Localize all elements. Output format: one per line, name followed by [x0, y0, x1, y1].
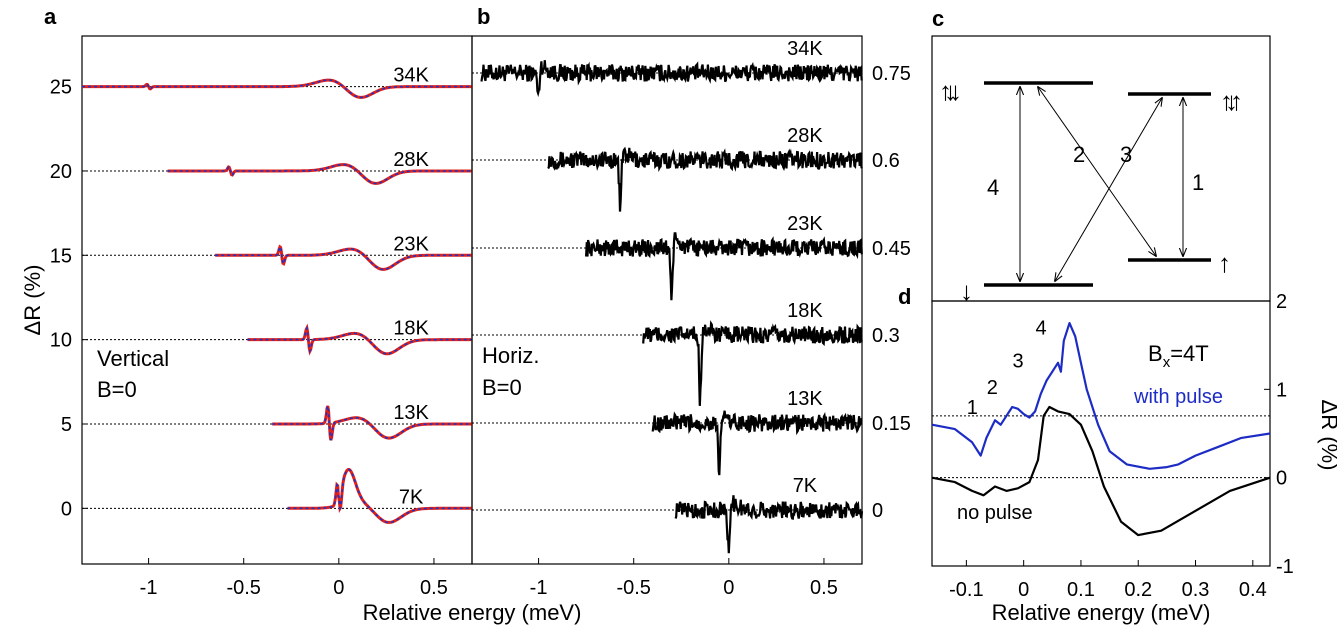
xtick-label-a: -1 [140, 577, 158, 599]
with-pulse-trace [931, 322, 1271, 470]
temp-label-b: 34K [787, 38, 823, 60]
temp-label-a: 34K [393, 65, 429, 87]
xtick-label-b: 0 [723, 577, 734, 599]
horizontal-trace [674, 495, 864, 554]
temp-label-b: 28K [787, 125, 823, 147]
transition-4-label: 4 [987, 175, 999, 200]
ytick-label-a: 15 [50, 245, 72, 267]
ytick-label-d: 0 [1276, 468, 1287, 490]
panel-c-diagram: 4 2 3 1 ↑↓↓ ↑↓↑ ↓ ↑ [939, 76, 1248, 306]
xtick-label-d: 0.2 [1124, 579, 1152, 601]
fit-curve [247, 323, 472, 356]
xtick-label-b: 0.5 [810, 577, 838, 599]
fit-curve [215, 244, 472, 271]
xtick-label-b: -0.5 [616, 577, 650, 599]
measured-curve [215, 245, 472, 271]
transition-2-arrow [1038, 87, 1156, 256]
panel-b-annotation-field: B=0 [482, 375, 522, 400]
ytick-label-a: 0 [61, 498, 72, 520]
transition-3-arrow [1055, 98, 1162, 281]
xtick-label-a: -0.5 [226, 577, 260, 599]
panel-label-c: c [932, 6, 944, 31]
horizontal-trace [547, 146, 863, 212]
temp-label-a: 18K [393, 318, 429, 340]
fit-curve [287, 468, 472, 524]
measured-curve [272, 405, 472, 441]
panel-d-field-annotation: Bx=4T [1148, 341, 1209, 371]
temp-label-a: 13K [393, 402, 429, 424]
peak-label: 2 [987, 377, 998, 399]
ytick-label-a: 5 [61, 414, 72, 436]
panel-a-annotation-field: B=0 [97, 377, 137, 402]
temp-label-b: 7K [793, 475, 818, 497]
transition-1-label: 1 [1192, 170, 1204, 195]
fit-curve [272, 405, 472, 441]
xtick-label-d: 0 [1018, 579, 1029, 601]
panel-b-annotation-horizontal: Horiz. [482, 343, 539, 368]
field-value: =4T [1170, 341, 1209, 366]
ytick-label-d: -1 [1276, 556, 1294, 578]
xtick-label-b: -1 [530, 577, 548, 599]
spin-top-right-icon: ↑↓↑ [1220, 86, 1240, 116]
ytick-label-a: 20 [50, 161, 72, 183]
xtick-label-a: 0 [333, 577, 344, 599]
panel-d-ylabel: ΔR (%) [1317, 400, 1337, 471]
xtick-label-d: 0.4 [1239, 579, 1267, 601]
panel-label-b: b [477, 4, 490, 29]
xtick-label-d: 0.3 [1182, 579, 1210, 601]
panel-a: 0 5 10 15 20 25 -1 -0.5 0 0.5 34K 28K 23K 18K 13K 7K [50, 65, 472, 599]
temp-label-b: 13K [787, 388, 823, 410]
spin-top-left-icon: ↑↓↓ [939, 76, 959, 106]
panel-a-annotation-vertical: Vertical [97, 346, 169, 371]
peak-label: 1 [967, 397, 978, 419]
horizontal-trace [642, 320, 863, 406]
measured-curve [167, 163, 472, 185]
xtick-label-d: -0.1 [949, 579, 983, 601]
ytick-label-a: 10 [50, 330, 72, 352]
ytick-label-b: 0.75 [872, 63, 911, 85]
peak-label: 4 [1035, 318, 1046, 340]
temp-label-a: 28K [393, 149, 429, 171]
panel-a-frame [81, 35, 473, 565]
panel-ab-xlabel: Relative energy (meV) [363, 600, 582, 625]
horizontal-trace [585, 232, 863, 301]
temp-label-b: 18K [787, 300, 823, 322]
temp-label-b: 23K [787, 213, 823, 235]
temp-label-a: 7K [399, 486, 424, 508]
panel-label-d: d [898, 284, 911, 309]
spin-bottom-right-icon: ↑ [1218, 248, 1231, 278]
ytick-label-b: 0.6 [872, 150, 900, 172]
xtick-label-a: 0.5 [420, 577, 448, 599]
no-pulse-label: no pulse [957, 502, 1033, 524]
panel-b: -1 -0.5 0 0.5 0 0.15 0.3 0.45 0.6 0.75 34K 28K 23K 18… [472, 38, 911, 599]
field-subscript: x [1163, 354, 1171, 371]
transition-3-label: 3 [1120, 142, 1132, 167]
peak-label: 3 [1013, 350, 1024, 372]
measured-curve [287, 468, 472, 524]
measured-curve [247, 325, 472, 355]
ytick-label-b: 0.15 [872, 413, 911, 435]
measured-curve [82, 79, 472, 99]
panel-b-frame [471, 35, 863, 565]
no-pulse-trace [931, 405, 1271, 537]
ytick-label-b: 0 [872, 500, 883, 522]
ytick-label-d: 1 [1276, 379, 1287, 401]
panel-d-xlabel: Relative energy (meV) [992, 600, 1211, 625]
horizontal-trace [480, 60, 863, 98]
panel-a-ylabel: ΔR (%) [20, 265, 45, 336]
horizontal-trace [651, 410, 863, 476]
ytick-label-b: 0.3 [872, 325, 900, 347]
ytick-label-a: 25 [50, 77, 72, 99]
xtick-label-d: 0.1 [1067, 579, 1095, 601]
ytick-label-b: 0.45 [872, 238, 911, 260]
with-pulse-label: with pulse [1133, 386, 1223, 408]
panel-label-a: a [44, 4, 57, 29]
field-symbol: B [1148, 341, 1163, 366]
transition-2-label: 2 [1073, 142, 1085, 167]
temp-label-a: 23K [393, 233, 429, 255]
ytick-label-d: 2 [1276, 291, 1287, 313]
spin-bottom-left-icon: ↓ [960, 276, 973, 306]
